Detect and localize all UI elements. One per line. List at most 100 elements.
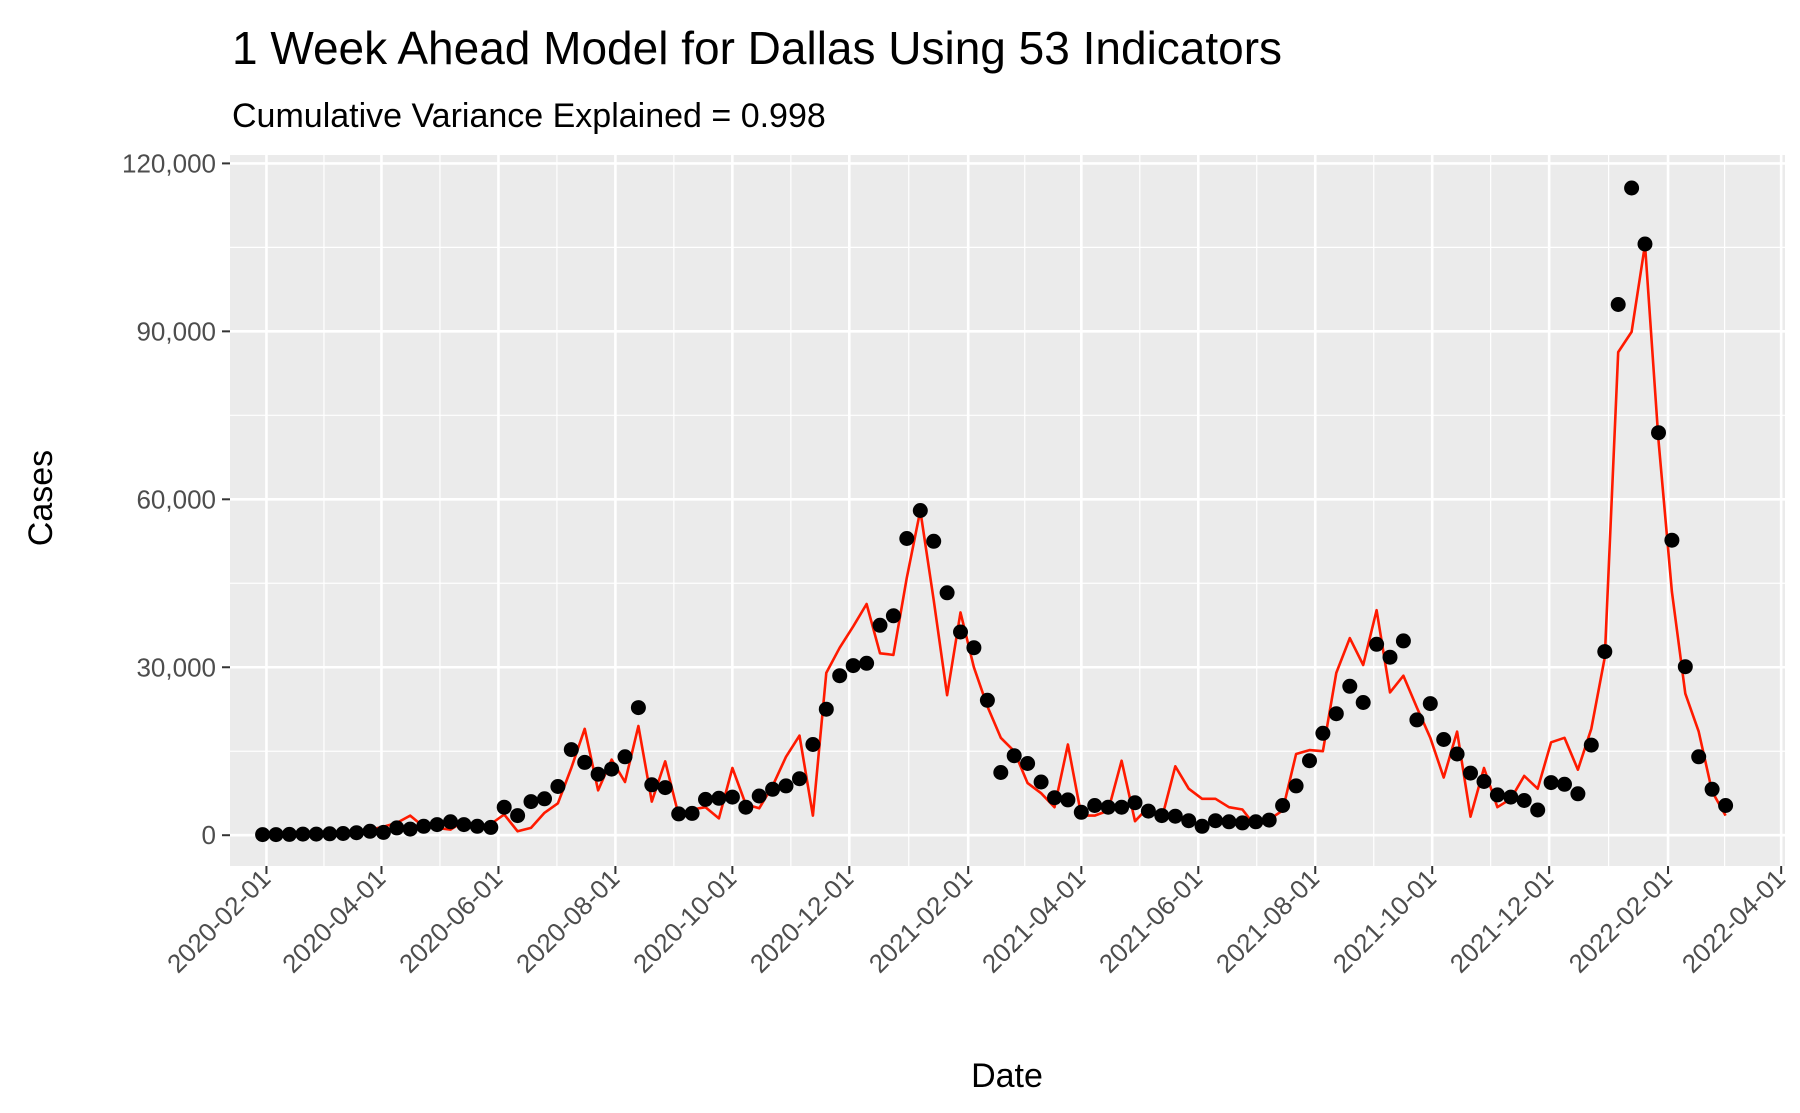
x-tick-label: 2021-04-01	[976, 863, 1091, 978]
observed-point	[389, 820, 405, 836]
observed-point	[765, 781, 781, 797]
observed-point	[1261, 812, 1277, 828]
x-tick-label: 2021-08-01	[1210, 863, 1325, 978]
observed-point	[510, 808, 526, 824]
observed-point	[1543, 775, 1559, 791]
observed-point	[590, 766, 606, 782]
y-tick-label: 30,000	[136, 652, 216, 682]
x-tick-label: 2020-04-01	[276, 863, 391, 978]
x-tick-label: 2021-02-01	[863, 863, 978, 978]
observed-point	[375, 824, 391, 840]
observed-point	[1395, 633, 1411, 649]
observed-point	[1583, 737, 1599, 753]
observed-point	[416, 818, 432, 834]
observed-point	[926, 533, 942, 549]
observed-point	[1422, 696, 1438, 712]
x-axis-title: Date	[971, 1057, 1043, 1095]
observed-point	[724, 789, 740, 805]
observed-point	[1369, 636, 1385, 652]
observed-point	[885, 608, 901, 624]
observed-point	[1624, 180, 1640, 196]
observed-point	[1315, 725, 1331, 741]
observed-point	[322, 826, 338, 842]
observed-point	[1087, 798, 1103, 813]
observed-point	[1234, 815, 1250, 831]
observed-point	[443, 814, 458, 830]
observed-point	[1651, 425, 1666, 441]
observed-point	[1355, 695, 1371, 710]
observed-point	[1597, 644, 1613, 660]
x-tick-label: 2021-10-01	[1327, 863, 1442, 978]
chart-title: 1 Week Ahead Model for Dallas Using 53 I…	[232, 22, 1282, 74]
observed-point	[1275, 798, 1291, 813]
observed-point	[1208, 813, 1223, 829]
observed-point	[1047, 790, 1062, 806]
observed-point	[550, 779, 566, 794]
observed-point	[1637, 236, 1653, 252]
observed-point	[1570, 786, 1586, 802]
observed-point	[751, 788, 767, 804]
x-tick-label: 2020-10-01	[627, 863, 742, 978]
y-axis-title: Cases	[22, 450, 60, 546]
x-tick-label: 2022-04-01	[1676, 863, 1791, 978]
observed-point	[845, 658, 861, 674]
observed-point	[1516, 793, 1532, 808]
observed-point	[979, 692, 995, 708]
observed-point	[1248, 814, 1264, 830]
observed-point	[1382, 649, 1398, 665]
observed-point	[1060, 792, 1076, 808]
x-tick-label: 2020-02-01	[161, 863, 276, 978]
observed-point	[563, 742, 579, 758]
observed-point	[1449, 746, 1465, 762]
observed-point	[1503, 789, 1519, 805]
observed-point	[281, 826, 297, 842]
observed-point	[859, 655, 875, 671]
observed-point	[1718, 798, 1734, 813]
observed-point	[644, 777, 660, 793]
observed-point	[912, 503, 928, 518]
observed-point	[483, 819, 499, 835]
observed-point	[469, 818, 485, 834]
observed-point	[993, 765, 1009, 780]
observed-point	[1476, 774, 1492, 789]
y-tick-label: 60,000	[136, 484, 216, 514]
observed-point	[1436, 732, 1452, 747]
observed-point	[966, 640, 982, 656]
observed-point	[255, 827, 271, 843]
x-tick-label: 2021-06-01	[1093, 863, 1208, 978]
observed-point	[523, 794, 539, 810]
observed-point	[1288, 778, 1304, 794]
observed-point	[711, 790, 727, 806]
observed-point	[1221, 814, 1237, 830]
observed-point	[1677, 659, 1693, 675]
observed-point	[1530, 802, 1546, 818]
observed-point	[429, 817, 445, 833]
observed-point	[1194, 818, 1210, 834]
x-tick-label: 2022-02-01	[1563, 863, 1678, 978]
observed-point	[496, 799, 512, 815]
observed-point	[1154, 808, 1170, 824]
observed-point	[630, 700, 646, 716]
observed-point	[349, 825, 364, 841]
observed-point	[872, 617, 888, 633]
observed-point	[1704, 781, 1720, 797]
observed-point	[778, 778, 794, 794]
observed-point	[657, 780, 673, 796]
observed-point	[1409, 712, 1425, 728]
x-tick-label: 2020-06-01	[393, 863, 508, 978]
observed-point	[671, 806, 687, 822]
observed-point	[939, 585, 955, 601]
observed-point	[1167, 808, 1183, 824]
chart-subtitle: Cumulative Variance Explained = 0.998	[232, 97, 826, 135]
y-tick-label: 90,000	[136, 316, 216, 346]
observed-point	[1691, 749, 1707, 765]
observed-point	[1100, 799, 1116, 815]
observed-point	[738, 799, 754, 815]
y-tick-label: 120,000	[122, 148, 216, 178]
observed-point	[1610, 297, 1626, 312]
observed-point	[295, 826, 311, 842]
observed-point	[953, 624, 968, 640]
observed-point	[1073, 804, 1089, 820]
observed-point	[577, 754, 593, 770]
observed-point	[1181, 813, 1197, 829]
